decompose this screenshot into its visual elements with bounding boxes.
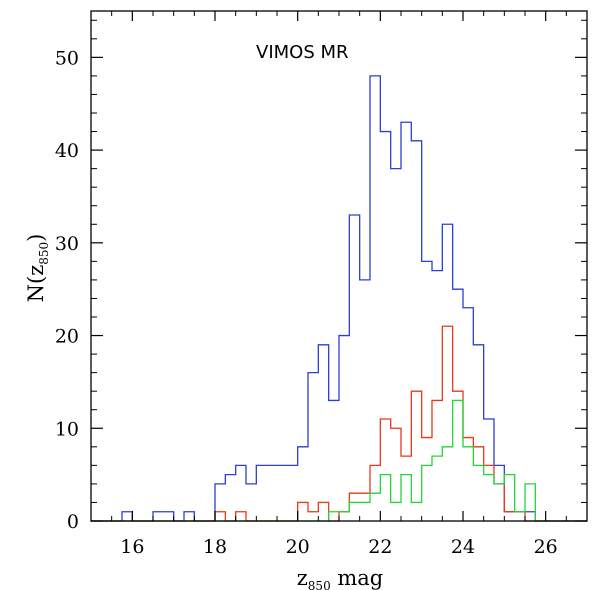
x-tick-label: 16 [120,536,144,558]
x-tick-label: 18 [203,536,227,558]
chart-title: VIMOS MR [256,42,349,63]
histogram-series-1 [91,75,587,522]
x-tick-label: 24 [451,536,475,558]
y-axis-title-prefix: N( [24,276,48,303]
y-tick-label: 10 [55,418,79,440]
y-tick-label: 20 [55,326,79,348]
y-tick-label: 0 [67,511,79,533]
y-axis-title-subscript: 850 [37,242,51,265]
y-axis-title-base: z [24,265,48,276]
x-axis-title-subscript: 850 [308,579,331,590]
x-tick-label: 26 [534,536,558,558]
series-layer [91,75,587,522]
x-tick-label: 22 [368,536,392,558]
x-axis-title: z850 mag [297,566,384,590]
x-axis-title-suffix: mag [331,566,384,590]
x-tick-label: 20 [286,536,310,558]
histogram-series-3 [91,399,587,522]
y-tick-label: 50 [55,47,79,69]
y-axis-title: N(z850) [24,234,51,303]
y-tick-label: 30 [55,233,79,255]
plot-frame [90,10,588,522]
y-axis-title-suffix: ) [24,234,48,242]
y-tick-label: 40 [55,140,79,162]
x-axis-title-base: z [297,566,308,590]
ticks-layer: 16 18 20 22 24 26 0 10 20 30 40 50 [55,11,587,558]
